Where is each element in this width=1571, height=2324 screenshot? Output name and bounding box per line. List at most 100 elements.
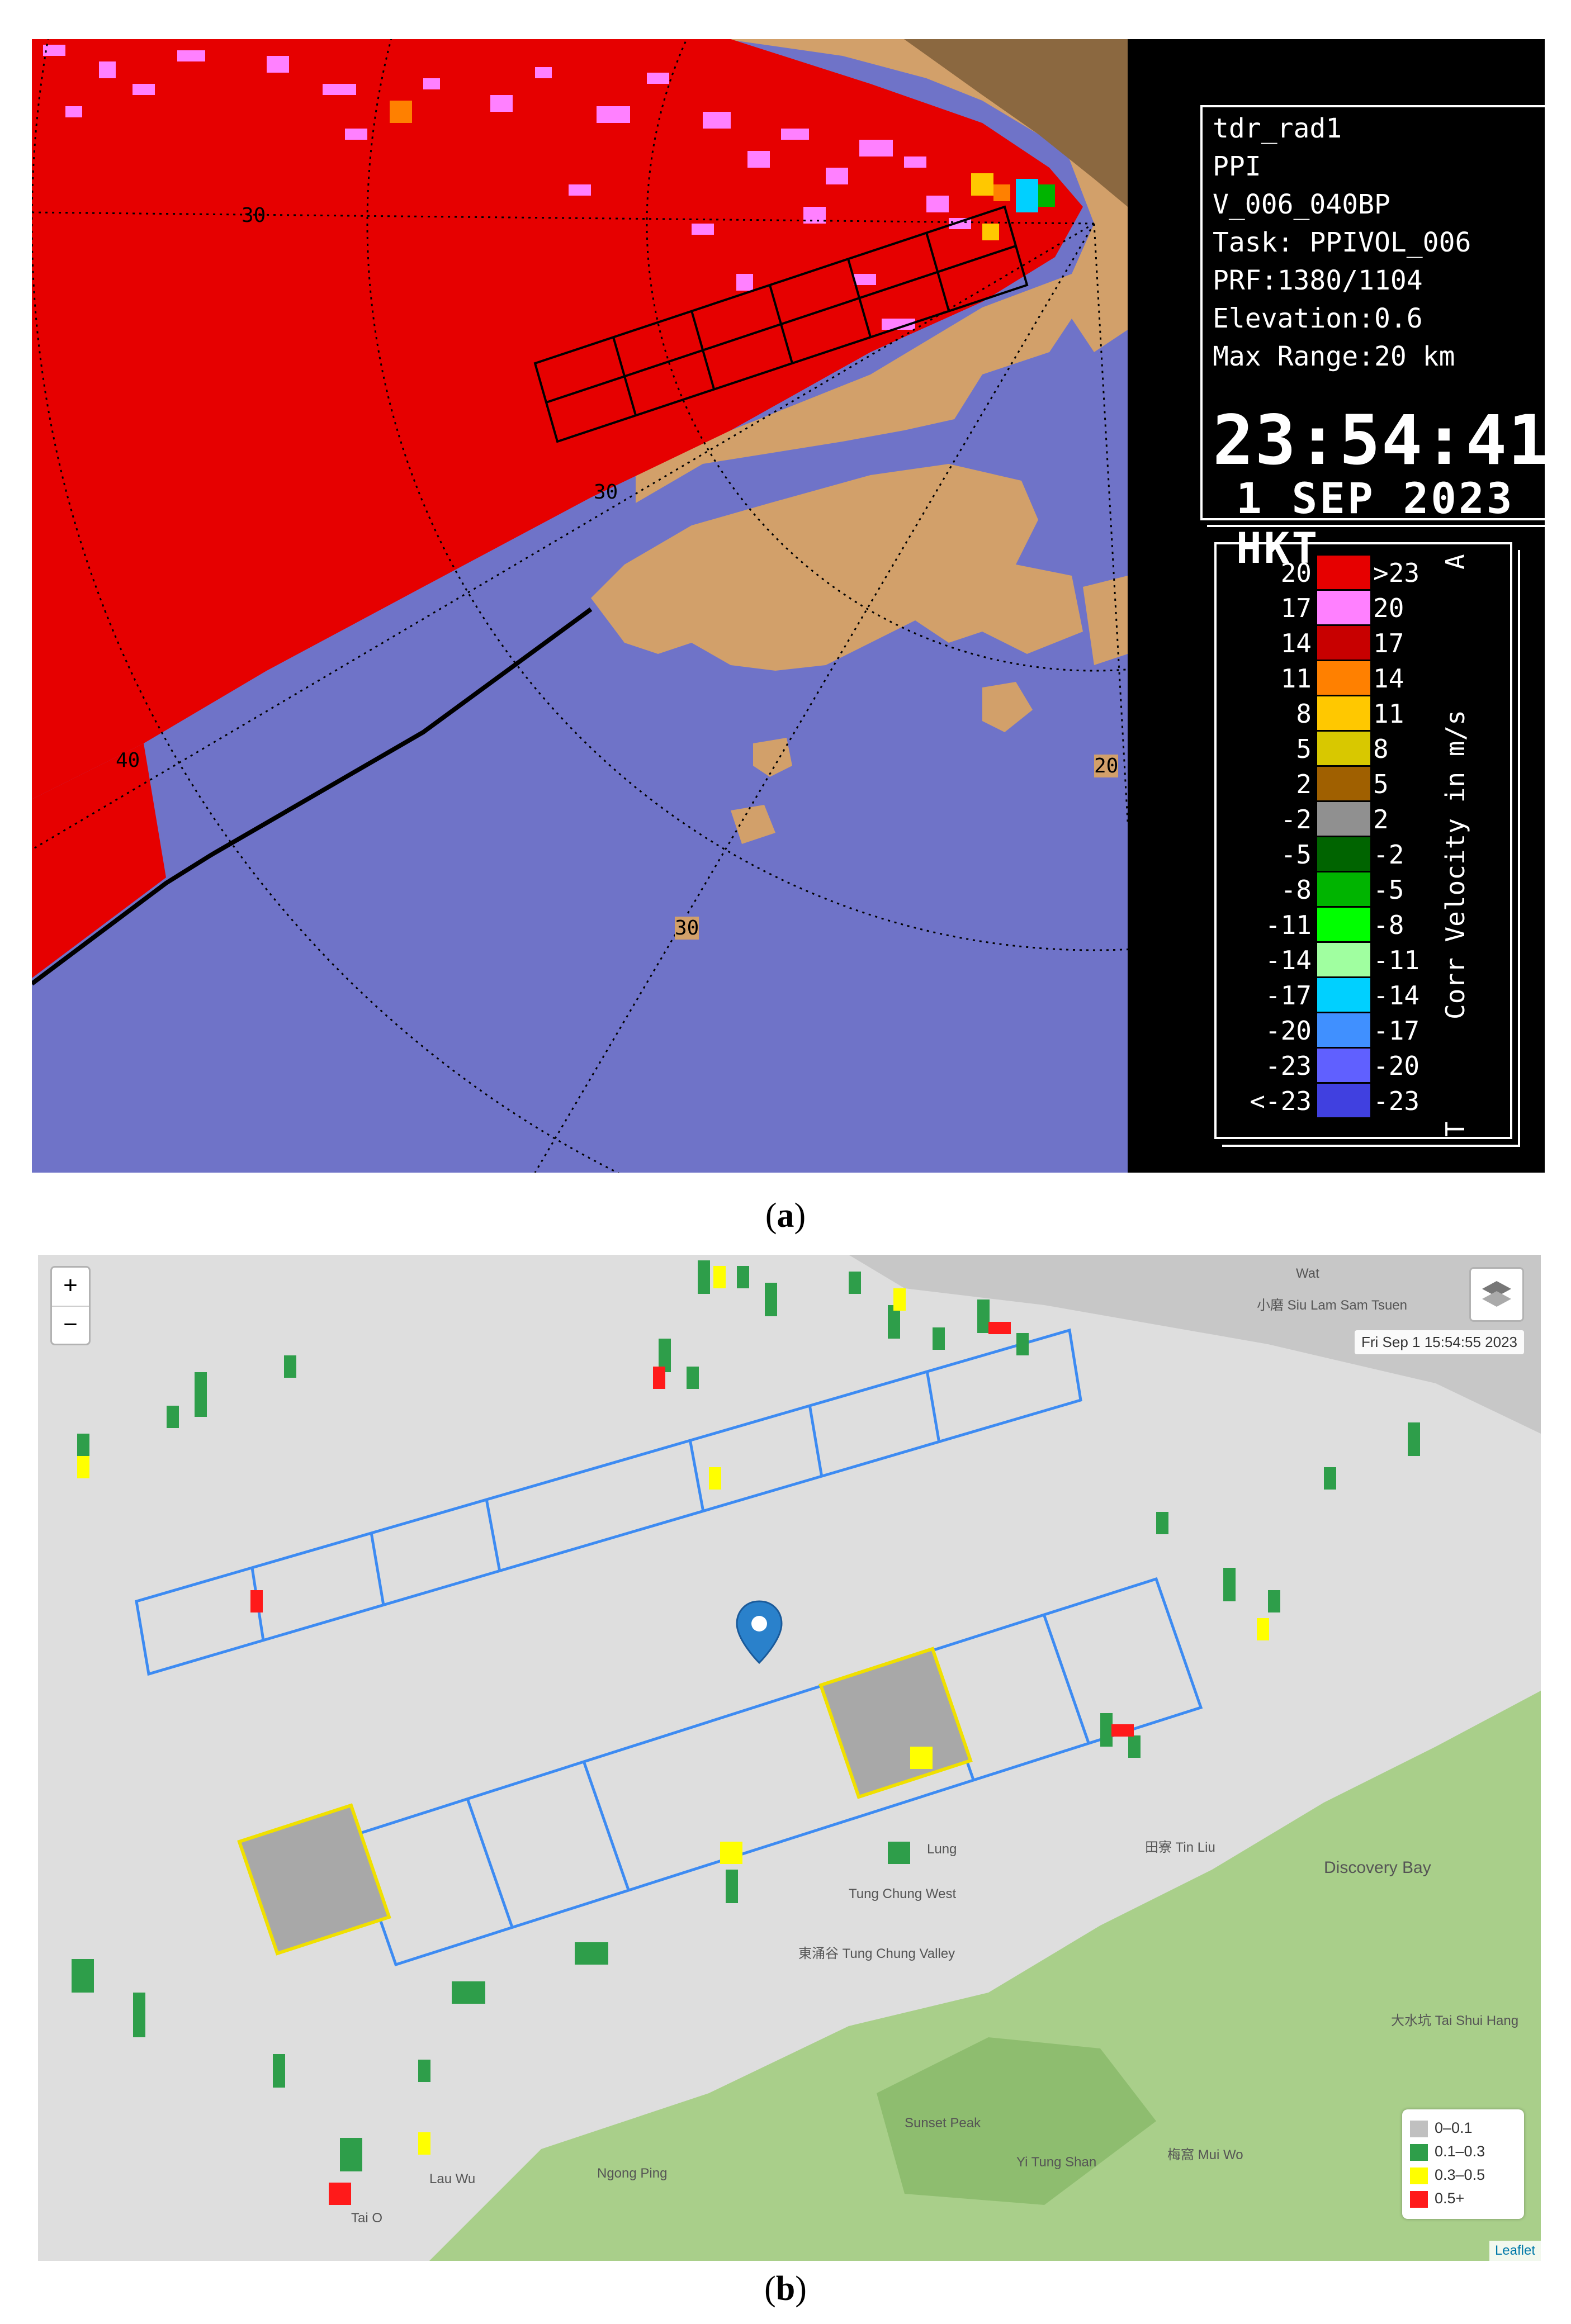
- legend-swatch: [1317, 1049, 1370, 1082]
- legend-low-value: 11: [1280, 663, 1312, 694]
- echo-cells-red: [250, 1322, 1134, 2205]
- pink-speckles: [43, 45, 971, 330]
- zoom-in-button[interactable]: +: [52, 1268, 89, 1307]
- max-range-value: Max Range:20 km: [1213, 341, 1455, 372]
- map-legend-label: 0.5+: [1435, 2190, 1465, 2207]
- land-lantau: [591, 464, 1083, 671]
- legend-low-value: -14: [1265, 945, 1312, 975]
- legend-high-value: -8: [1373, 910, 1404, 940]
- zoom-control: + −: [50, 1266, 91, 1345]
- legend-row: -8 -5: [1217, 872, 1510, 906]
- legend-low-value: -11: [1265, 910, 1312, 940]
- legend-swatch: [1317, 732, 1370, 765]
- velocity-legend: A Corr Velocity in m/s T 20 >23 17 20 14 17 11…: [1214, 542, 1512, 1139]
- legend-row: -5 -2: [1217, 837, 1510, 871]
- legend-row: <-23 -23: [1217, 1084, 1510, 1117]
- place-label: 東涌谷 Tung Chung Valley: [798, 1946, 955, 1961]
- legend-high-value: 11: [1373, 699, 1404, 729]
- legend-high-value: -5: [1373, 875, 1404, 905]
- map-legend: 0–0.1 0.1–0.3 0.3–0.5 0.5+: [1402, 2109, 1524, 2219]
- caption-b: (b): [764, 2270, 807, 2308]
- timestamp-label: Fri Sep 1 15:54:55 2023: [1355, 1330, 1524, 1354]
- legend-row: 17 20: [1217, 591, 1510, 624]
- scan-type: PPI: [1213, 151, 1261, 182]
- place-label: 梅窩 Mui Wo: [1167, 2147, 1243, 2162]
- legend-low-value: 14: [1280, 628, 1312, 658]
- legend-bottom-mark: T: [1440, 1121, 1470, 1137]
- island-4: [1083, 576, 1128, 665]
- place-label: 田寮 Tin Liu: [1145, 1840, 1215, 1855]
- legend-swatch: [1317, 908, 1370, 941]
- leaflet-map-panel[interactable]: + − Fri Sep 1 15:54:55 2023 Discovery Ba…: [38, 1255, 1541, 2261]
- legend-high-value: 14: [1373, 663, 1404, 694]
- island-2: [753, 738, 792, 777]
- leaflet-attribution[interactable]: Leaflet: [1489, 2241, 1541, 2261]
- legend-high-value: -14: [1373, 980, 1420, 1011]
- place-label: Yi Tung Shan: [1016, 2155, 1097, 2170]
- legend-row: 14 17: [1217, 626, 1510, 660]
- place-label: Tung Chung West: [849, 1886, 957, 1901]
- place-label: 大水坑 Tai Shui Hang: [1391, 2013, 1519, 2028]
- colored-cluster: [390, 101, 1055, 240]
- legend-high-value: -11: [1373, 945, 1420, 975]
- layers-button[interactable]: [1469, 1267, 1524, 1322]
- legend-low-value: 2: [1296, 769, 1312, 799]
- legend-row: -14 -11: [1217, 943, 1510, 976]
- scan-time: 23:54:41: [1213, 401, 1545, 480]
- terrain-area: [429, 1691, 1541, 2261]
- zoom-out-button[interactable]: −: [63, 1311, 78, 1338]
- legend-high-value: 5: [1373, 769, 1389, 799]
- place-label: Sunset Peak: [905, 2116, 981, 2131]
- map-legend-row: 0.3–0.5: [1410, 2164, 1516, 2188]
- map-legend-label: 0.1–0.3: [1435, 2143, 1485, 2160]
- legend-high-value: -17: [1373, 1016, 1420, 1046]
- range-rings: [32, 39, 1545, 1173]
- legend-low-value: -23: [1265, 1051, 1312, 1081]
- legend-high-value: 20: [1373, 593, 1404, 623]
- legend-row: -2 2: [1217, 802, 1510, 836]
- runway-grid: [533, 205, 1029, 443]
- legend-row: 8 11: [1217, 696, 1510, 730]
- range-label: 40: [116, 749, 140, 772]
- legend-row: -23 -20: [1217, 1049, 1510, 1082]
- terrain-dark: [877, 2037, 1156, 2205]
- range-label: 30: [594, 481, 618, 504]
- layers-icon: [1482, 1281, 1511, 1307]
- legend-low-value: -17: [1265, 980, 1312, 1011]
- red-echo-sector: [32, 39, 1083, 799]
- island-1: [982, 682, 1033, 732]
- location-marker: [736, 1600, 783, 1664]
- prf-value: PRF:1380/1104: [1213, 265, 1423, 296]
- legend-swatch: [1317, 661, 1370, 695]
- place-label: Lung: [927, 1842, 957, 1857]
- place-label: Ngong Ping: [597, 2166, 668, 2181]
- map-legend-row: 0.1–0.3: [1410, 2141, 1516, 2164]
- echo-cells-green: [72, 1260, 1420, 2171]
- highlight-cell: [237, 1803, 391, 1956]
- highlight-cell: [818, 1647, 973, 1799]
- legend-high-value: >23: [1373, 558, 1420, 588]
- legend-swatch: [1317, 626, 1370, 660]
- map-legend-swatch: [1410, 2191, 1428, 2208]
- map-legend-row: 0.5+: [1410, 2188, 1516, 2211]
- map-canvas: [38, 1255, 1541, 2261]
- radar-image: [32, 39, 1545, 1173]
- land-north-dark: [904, 39, 1128, 207]
- legend-low-value: -8: [1280, 875, 1312, 905]
- radar-info-box: tdr_rad1 PPI V_006_040BP Task: PPIVOL_00…: [1200, 105, 1545, 573]
- place-label: Lau Wu: [429, 2171, 476, 2187]
- map-legend-swatch: [1410, 2168, 1428, 2184]
- map-legend-label: 0.3–0.5: [1435, 2166, 1485, 2183]
- place-label: Wat: [1296, 1266, 1319, 1281]
- echo-edge-shadow: [32, 607, 593, 986]
- legend-low-value: 5: [1296, 734, 1312, 764]
- legend-low-value: <-23: [1250, 1086, 1312, 1116]
- caption-a: (a): [765, 1197, 806, 1235]
- map-legend-label: 0–0.1: [1435, 2119, 1473, 2136]
- legend-swatch: [1317, 696, 1370, 730]
- azimuth-lines: [32, 211, 1129, 1173]
- legend-high-value: 17: [1373, 628, 1404, 658]
- terrain-north: [849, 1255, 1541, 1434]
